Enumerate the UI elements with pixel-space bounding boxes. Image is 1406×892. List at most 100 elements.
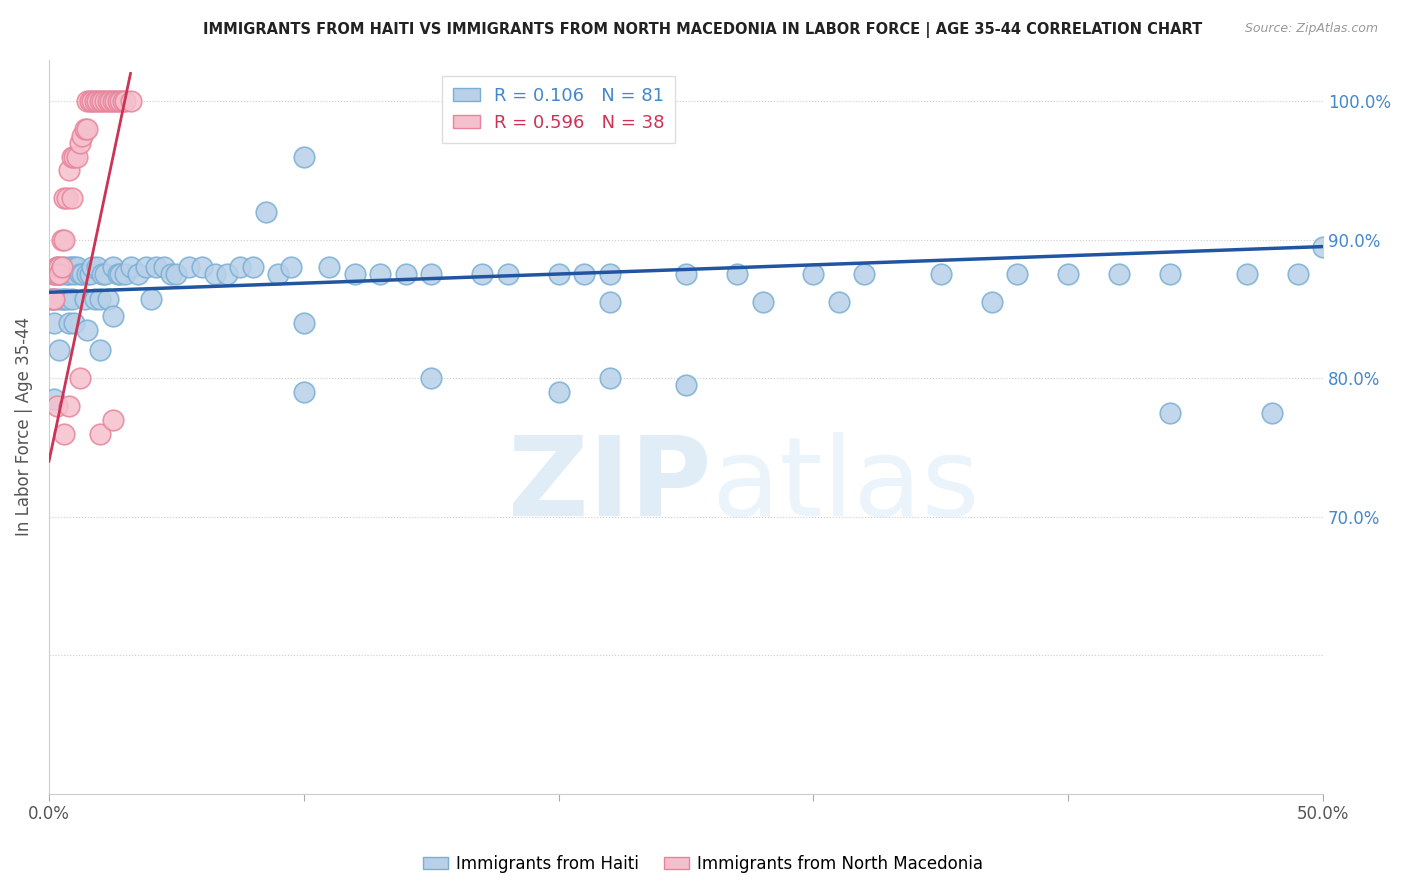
- Point: [547, 267, 569, 281]
- Point: [76, 121, 98, 136]
- Point: [853, 267, 876, 281]
- Point: [58, 267, 80, 281]
- Point: [86, 94, 108, 108]
- Point: [51, 292, 73, 306]
- Point: [58, 260, 80, 275]
- Point: [63, 316, 86, 330]
- Point: [160, 267, 183, 281]
- Point: [45, 399, 67, 413]
- Point: [929, 267, 952, 281]
- Point: [803, 267, 825, 281]
- Point: [48, 267, 70, 281]
- Point: [91, 94, 114, 108]
- Point: [63, 267, 86, 281]
- Point: [63, 260, 86, 275]
- Point: [496, 267, 519, 281]
- Point: [69, 267, 91, 281]
- Point: [111, 94, 134, 108]
- Point: [114, 267, 136, 281]
- Point: [45, 260, 67, 275]
- Point: [73, 121, 96, 136]
- Point: [53, 191, 76, 205]
- Point: [69, 371, 91, 385]
- Point: [41, 292, 63, 306]
- Text: atlas: atlas: [711, 432, 980, 539]
- Point: [51, 233, 73, 247]
- Legend: Immigrants from Haiti, Immigrants from North Macedonia: Immigrants from Haiti, Immigrants from N…: [416, 848, 990, 880]
- Point: [60, 191, 83, 205]
- Point: [204, 267, 226, 281]
- Point: [97, 292, 120, 306]
- Point: [980, 295, 1002, 310]
- Point: [89, 426, 111, 441]
- Point: [56, 292, 79, 306]
- Point: [343, 267, 366, 281]
- Point: [45, 260, 67, 275]
- Point: [79, 94, 101, 108]
- Point: [89, 94, 111, 108]
- Point: [42, 267, 65, 281]
- Point: [229, 260, 252, 275]
- Point: [1057, 267, 1080, 281]
- Point: [104, 94, 127, 108]
- Point: [60, 150, 83, 164]
- Point: [42, 392, 65, 406]
- Point: [56, 267, 79, 281]
- Point: [675, 378, 697, 392]
- Point: [45, 292, 67, 306]
- Point: [242, 260, 264, 275]
- Point: [152, 260, 174, 275]
- Point: [86, 260, 108, 275]
- Point: [94, 94, 117, 108]
- Point: [318, 260, 340, 275]
- Point: [51, 267, 73, 281]
- Point: [63, 150, 86, 164]
- Point: [89, 343, 111, 358]
- Point: [292, 150, 315, 164]
- Point: [45, 267, 67, 281]
- Point: [471, 267, 494, 281]
- Point: [107, 267, 129, 281]
- Point: [101, 413, 124, 427]
- Point: [42, 267, 65, 281]
- Point: [53, 233, 76, 247]
- Point: [60, 260, 83, 275]
- Point: [725, 267, 748, 281]
- Point: [267, 267, 290, 281]
- Point: [69, 136, 91, 150]
- Point: [1236, 267, 1258, 281]
- Point: [83, 94, 105, 108]
- Point: [165, 267, 187, 281]
- Point: [114, 94, 136, 108]
- Point: [1286, 267, 1309, 281]
- Point: [110, 267, 132, 281]
- Point: [76, 323, 98, 337]
- Point: [107, 94, 129, 108]
- Legend: R = 0.106   N = 81, R = 0.596   N = 38: R = 0.106 N = 81, R = 0.596 N = 38: [441, 76, 675, 143]
- Point: [280, 260, 302, 275]
- Point: [70, 267, 93, 281]
- Point: [599, 267, 621, 281]
- Point: [1261, 406, 1284, 420]
- Point: [599, 295, 621, 310]
- Point: [599, 371, 621, 385]
- Point: [572, 267, 595, 281]
- Point: [395, 267, 418, 281]
- Point: [135, 260, 157, 275]
- Point: [751, 295, 773, 310]
- Point: [97, 94, 120, 108]
- Text: Source: ZipAtlas.com: Source: ZipAtlas.com: [1244, 22, 1378, 36]
- Point: [48, 260, 70, 275]
- Point: [48, 267, 70, 281]
- Point: [217, 267, 239, 281]
- Point: [191, 260, 214, 275]
- Point: [1108, 267, 1130, 281]
- Point: [53, 292, 76, 306]
- Point: [58, 316, 80, 330]
- Point: [292, 316, 315, 330]
- Point: [48, 343, 70, 358]
- Point: [1007, 267, 1029, 281]
- Point: [139, 292, 162, 306]
- Point: [58, 399, 80, 413]
- Point: [42, 316, 65, 330]
